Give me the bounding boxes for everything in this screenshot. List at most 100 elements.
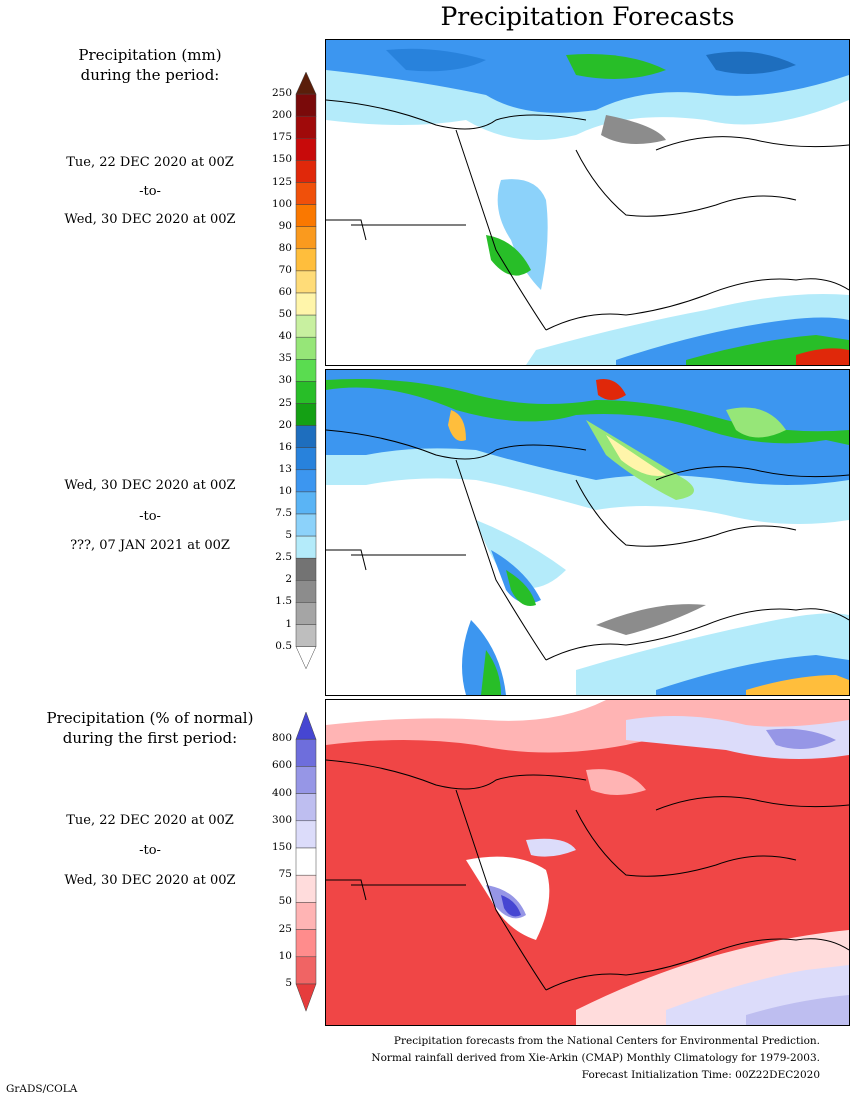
colorbar-swatch <box>295 292 317 316</box>
colorbar-tick-label: 250 <box>271 87 292 100</box>
colorbar-tick-label: 175 <box>271 131 292 144</box>
map-panel-period1-precip <box>325 39 850 366</box>
map-svg-2 <box>326 370 849 695</box>
colorbar-tick-label: 25 <box>278 922 292 935</box>
panel1-header-line2: during the period: <box>80 66 220 84</box>
colorbar-tick-label: 25 <box>278 396 292 409</box>
colorbar-swatch <box>295 403 317 426</box>
colorbar-tick-label: 50 <box>278 895 292 908</box>
colorbar-swatch <box>295 738 317 767</box>
colorbar-swatch <box>295 248 317 272</box>
colorbar-tick-label: 60 <box>278 286 292 298</box>
colorbar-tick-label: 7.5 <box>275 507 292 519</box>
colorbar-tick-label: 70 <box>278 263 292 276</box>
colorbar-tick-label: 16 <box>278 440 292 453</box>
figure-title: Precipitation Forecasts <box>440 2 735 31</box>
colorbar-swatch <box>295 956 317 985</box>
footer-line1: Precipitation forecasts from the Nationa… <box>393 1035 820 1047</box>
colorbar-tick-label: 150 <box>271 153 292 166</box>
colorbar-tick-label: 90 <box>278 219 292 232</box>
colorbar-tick-label: 10 <box>278 484 292 497</box>
colorbar-swatch <box>295 447 317 471</box>
panel1-start: Tue, 22 DEC 2020 at 00Z <box>66 155 234 170</box>
colorbar-tick-label: 50 <box>278 308 292 321</box>
colorbar-swatch <box>295 602 317 625</box>
colorbar-tick-label: 800 <box>271 732 292 745</box>
colorbar-swatch <box>295 646 317 670</box>
colorbar-tick-label: 600 <box>271 759 292 772</box>
panel3-header-line1: Precipitation (% of normal) <box>46 709 254 727</box>
colorbar-swatch <box>295 182 317 205</box>
colorbar-swatch <box>295 535 317 559</box>
colorbar-swatch <box>295 902 317 930</box>
precip-percent-colorbar: 800 600 400 300 150 75 50 25 10 5 <box>248 712 318 1017</box>
colorbar-swatch <box>295 115 317 139</box>
colorbar-swatch <box>295 425 317 448</box>
panel3-end: Wed, 30 DEC 2020 at 00Z <box>64 873 236 888</box>
panel3-to: -to- <box>139 843 161 858</box>
colorbar-swatch <box>295 93 317 117</box>
colorbar-tick-label: 20 <box>278 418 292 431</box>
colorbar-tick-label: 2.5 <box>275 551 292 564</box>
colorbar-tick-label: 1 <box>285 617 292 630</box>
map-panel-period2-precip <box>325 369 850 696</box>
panel3-header-line2: during the first period: <box>62 729 238 747</box>
colorbar-swatch <box>295 513 317 537</box>
colorbar-tick-label: 300 <box>271 813 292 826</box>
colorbar-tick-label: 5 <box>285 977 292 989</box>
colorbar-tick-label: 0.5 <box>275 639 292 652</box>
colorbar-tick-label: 13 <box>278 462 292 475</box>
colorbar-tick-label: 200 <box>271 109 292 122</box>
colorbar-tick-label: 400 <box>271 786 292 799</box>
panel1-header: Precipitation (mm) during the period: <box>0 45 300 85</box>
colorbar-svg <box>295 72 317 670</box>
colorbar-tick-label: 100 <box>271 197 292 210</box>
panel1-end: Wed, 30 DEC 2020 at 00Z <box>64 212 236 227</box>
colorbar-swatch <box>295 381 317 404</box>
colorbar-swatch <box>295 557 317 581</box>
panel3-header: Precipitation (% of normal) during the f… <box>0 708 300 748</box>
colorbar-tick-label: 80 <box>278 241 292 254</box>
colorbar-swatch <box>295 469 317 493</box>
footer-line3: Forecast Initialization Time: 00Z22DEC20… <box>581 1069 820 1081</box>
map-svg-3 <box>326 700 849 1025</box>
colorbar-swatch <box>295 793 317 822</box>
colorbar-swatch <box>295 204 317 227</box>
coastlines <box>326 99 849 331</box>
panel2-start: Wed, 30 DEC 2020 at 00Z <box>64 478 236 493</box>
colorbar-swatch <box>295 874 317 903</box>
colorbar-swatch <box>295 160 317 183</box>
colorbar-swatch <box>295 712 317 740</box>
panel3-start: Tue, 22 DEC 2020 at 00Z <box>66 813 234 828</box>
colorbar-swatch <box>295 138 317 161</box>
colorbar-tick-label: 2 <box>285 573 292 586</box>
colorbar-swatch <box>295 847 317 876</box>
colorbar-swatch <box>295 983 317 1012</box>
colorbar-tick-label: 1.5 <box>275 595 292 608</box>
colorbar-swatch <box>295 491 317 515</box>
colorbar-svg <box>295 712 317 1012</box>
colorbar-swatch <box>295 580 317 603</box>
colorbar-swatch <box>295 314 317 338</box>
colorbar-tick-label: 125 <box>271 175 292 188</box>
panel2-to: -to- <box>139 509 161 524</box>
map-panel-percent-of-normal <box>325 699 850 1026</box>
map-svg-1 <box>326 40 849 365</box>
colorbar-swatch <box>295 336 317 360</box>
colorbar-tick-label: 5 <box>285 529 292 542</box>
precip-field <box>326 370 849 695</box>
precip-field <box>326 40 849 365</box>
panel2-end: ???, 07 JAN 2021 at 00Z <box>70 538 230 553</box>
colorbar-tick-label: 40 <box>278 330 292 343</box>
colorbar-swatch <box>295 929 317 958</box>
percent-field <box>326 700 849 1025</box>
coastlines <box>326 429 849 661</box>
footer-line2: Normal rainfall derived from Xie-Arkin (… <box>371 1052 820 1064</box>
panel1-to: -to- <box>139 184 161 199</box>
coastlines <box>326 759 849 991</box>
colorbar-swatch <box>295 624 317 647</box>
colorbar-swatch <box>295 359 317 382</box>
colorbar-tick-label: 35 <box>278 352 292 365</box>
colorbar-swatch <box>295 766 317 794</box>
colorbar-tick-label: 150 <box>271 841 292 853</box>
